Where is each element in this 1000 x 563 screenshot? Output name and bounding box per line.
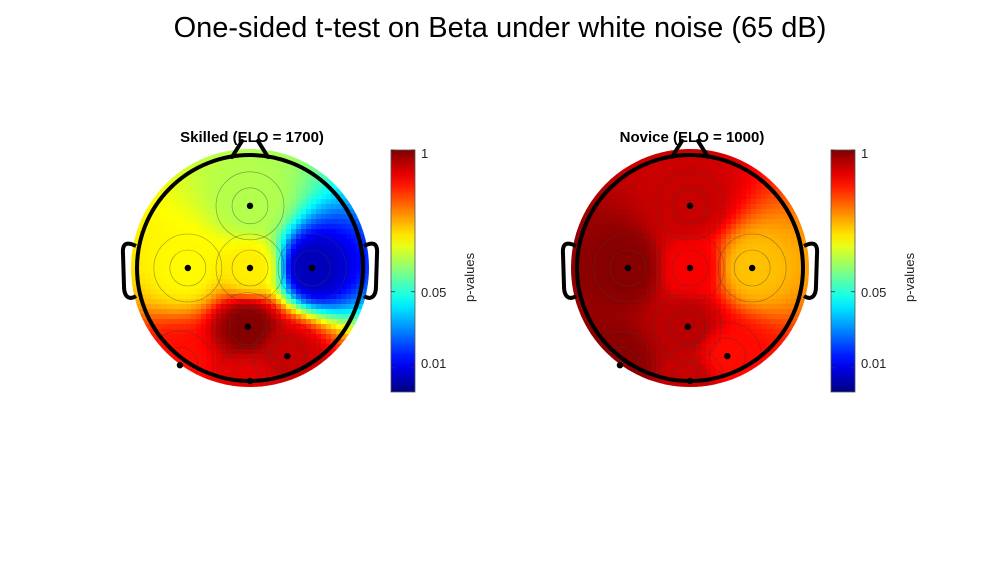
panel-title-skilled: Skilled (ELO = 1700) [180, 129, 324, 146]
contour-line [671, 249, 709, 287]
contour-line [153, 233, 223, 303]
contour-line [229, 308, 267, 346]
electrode-marker [184, 264, 192, 272]
contour-line [717, 233, 787, 303]
ear [560, 241, 578, 300]
colorbar-tick-label: 0.05 [421, 285, 447, 300]
contour-line [655, 171, 725, 241]
electrode-marker [246, 264, 254, 272]
contour-line [231, 249, 269, 287]
contour-line [733, 249, 771, 287]
colorbar-tick-label: 0.01 [861, 356, 887, 371]
contour-line [169, 249, 207, 287]
colorbar-tick-label: 0.05 [861, 285, 887, 300]
contour-line [653, 292, 723, 362]
contour-line [213, 292, 283, 362]
electrode-marker [684, 323, 691, 330]
contour-line [215, 346, 285, 387]
contour-line [669, 308, 707, 346]
colorbar-label: p-values [902, 252, 917, 302]
electrode-marker [724, 352, 731, 360]
contour-line [655, 346, 725, 387]
ear [802, 241, 820, 300]
electrode-marker [284, 352, 291, 360]
electrode-marker [748, 264, 756, 272]
colorbar-tick-label: 1 [861, 146, 869, 161]
panel-title-novice: Novice (ELO = 1000) [619, 129, 765, 146]
ear [120, 241, 138, 300]
ear [362, 241, 380, 300]
electrode-marker [308, 264, 316, 272]
electrode-marker [686, 264, 694, 272]
contour-line [593, 233, 663, 303]
electrode-marker [244, 323, 251, 330]
colorbar-tick-label: 1 [421, 146, 429, 161]
electrode-marker [246, 202, 254, 210]
contour-line [609, 249, 647, 287]
electrode-marker [624, 264, 632, 272]
contour-line [215, 233, 285, 303]
electrode-marker [686, 377, 694, 385]
contour-line [277, 233, 347, 303]
contour-line [215, 171, 285, 241]
colorbar-tick-label: 0.01 [421, 356, 447, 371]
contour-line [293, 249, 331, 287]
contour-line [655, 233, 725, 303]
electrode-marker [616, 361, 624, 369]
electrode-marker [686, 202, 694, 210]
colorbar [390, 149, 416, 393]
nose [670, 139, 710, 159]
electrode-marker [176, 361, 184, 369]
colorbar [830, 149, 856, 393]
figure-title: One-sided t-test on Beta under white noi… [173, 12, 827, 44]
nose [230, 139, 270, 159]
colorbar-label: p-values [462, 252, 477, 302]
contour-line [231, 187, 269, 225]
contour-line [671, 187, 709, 225]
electrode-marker [246, 377, 254, 385]
